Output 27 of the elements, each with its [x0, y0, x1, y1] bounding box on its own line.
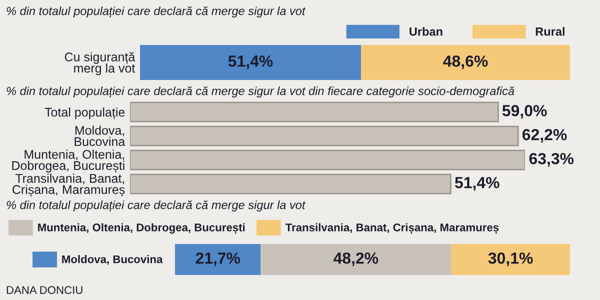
legend-label: Muntenia, Oltenia, Dobrogea, București	[38, 223, 245, 234]
data-label: 21,7%	[196, 252, 240, 266]
y-tick-label: Transilvania, Banat, Crișana, Maramureș	[12, 174, 125, 197]
data-label: 48,2%	[334, 252, 378, 266]
data-label: 51,4%	[454, 177, 500, 191]
chart-title: % din totalul populației care declară că merge sigur la vot	[6, 6, 306, 18]
y-tick-label: Moldova, Bucovina	[74, 126, 126, 146]
data-label: 62,2%	[522, 128, 567, 143]
y-tick-label: Total populație	[44, 107, 125, 120]
text: DANA DONCIU	[6, 286, 82, 294]
legend-label: Rural	[536, 27, 564, 36]
y-tick-label: Cu siguranță merg la vot	[64, 52, 136, 76]
bar	[130, 102, 499, 122]
data-label: 30,1%	[488, 252, 533, 266]
legend-label: Transilvania, Banat, Crișana, Maramureș	[285, 223, 499, 234]
bar	[130, 150, 525, 170]
data-label: 48,6%	[443, 55, 488, 70]
legend-label: Urban	[410, 27, 442, 36]
legend-label: Moldova, Bucovina	[62, 255, 163, 265]
data-label: 51,4%	[228, 56, 273, 70]
y-tick-label: Muntenia, Oltenia, Dobrogea, București	[12, 150, 124, 173]
chart-title: % din totalul populației care declară că merge sigur la vot	[6, 200, 306, 212]
chart-title: % din totalul populației care declară că merge sigur la vot din fiecare categorie socio-demografică	[6, 86, 514, 98]
bar	[130, 126, 519, 146]
bar	[130, 174, 452, 194]
data-label: 59,0%	[502, 104, 547, 119]
data-label: 63,3%	[529, 152, 574, 167]
